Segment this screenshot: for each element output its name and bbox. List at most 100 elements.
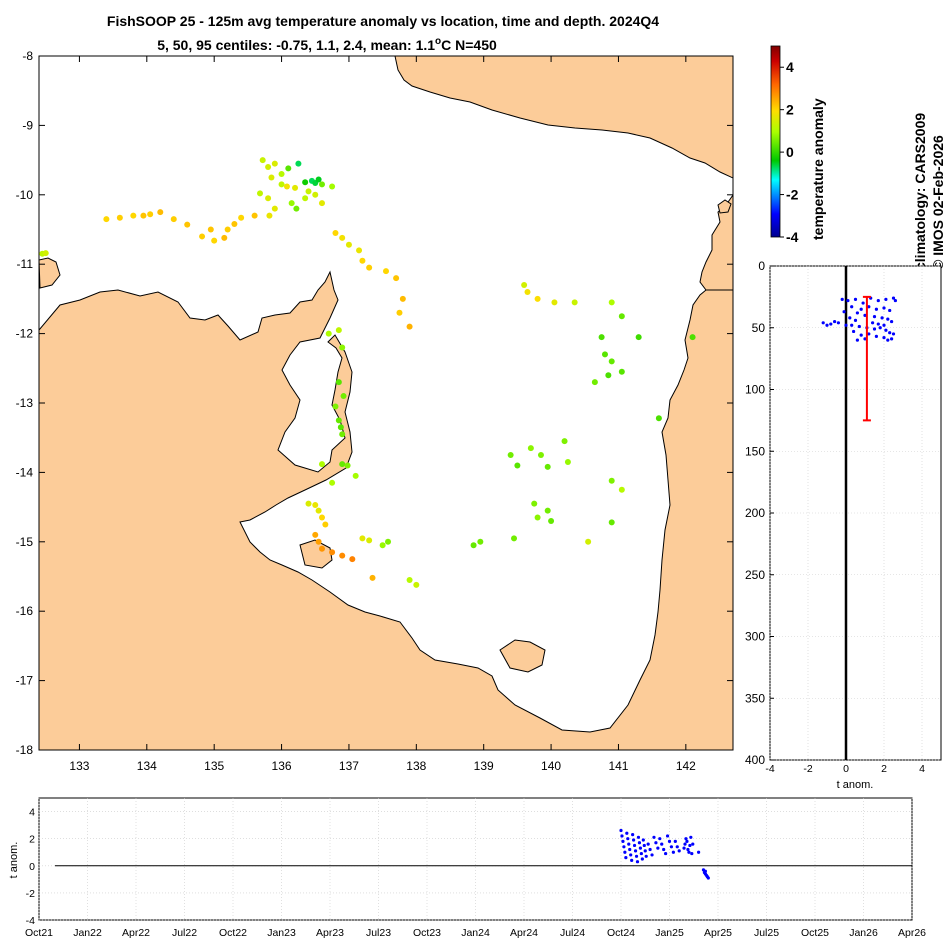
time-point <box>648 847 652 852</box>
map-point <box>396 309 403 316</box>
map-point <box>601 351 608 358</box>
map-point <box>332 403 339 410</box>
map-point <box>339 431 346 438</box>
map-point <box>344 462 351 469</box>
depth-y-tick-label: 0 <box>758 259 765 273</box>
depth-point <box>833 319 837 324</box>
depth-point <box>890 337 894 341</box>
map-point <box>265 195 272 202</box>
time-point <box>636 835 641 839</box>
map-point <box>369 574 376 581</box>
map-y-tick-label: -12 <box>16 327 34 341</box>
depth-x-tick-label: -2 <box>803 763 812 775</box>
map-point <box>379 542 386 549</box>
depth-x-tick-label: 0 <box>843 763 849 775</box>
time-points <box>619 828 710 880</box>
torres-strait-islands <box>717 199 732 214</box>
map-x-tick-label: 141 <box>608 759 628 773</box>
map-point <box>271 205 278 212</box>
map-point <box>147 211 154 218</box>
time-point <box>630 858 634 862</box>
depth-point <box>852 329 856 334</box>
map-point <box>157 209 164 216</box>
northern-territory-land <box>39 270 733 750</box>
time-point <box>662 847 666 852</box>
map-point <box>511 535 518 542</box>
map-point <box>585 538 592 545</box>
time-point <box>643 849 647 853</box>
time-point <box>650 853 654 857</box>
depth-point <box>888 308 892 313</box>
map-point <box>393 275 400 282</box>
map-y-axis: -8 -9 -10 -11 -12 -13 -14 -15 -16 -17 -18 <box>16 49 733 757</box>
depth-point <box>863 313 867 317</box>
map-point <box>591 379 598 386</box>
time-point <box>640 857 644 861</box>
depth-point <box>821 321 825 325</box>
map-point <box>283 183 290 190</box>
time-point <box>637 841 642 845</box>
map-point <box>130 212 137 219</box>
time-point <box>671 850 675 854</box>
map-point <box>221 234 228 241</box>
time-x-tick-label: Apr23 <box>316 927 344 939</box>
time-point <box>664 851 668 856</box>
time-point <box>635 860 640 864</box>
depth-point <box>863 337 867 341</box>
depth-point <box>893 298 898 303</box>
time-point <box>697 850 701 854</box>
time-y-tick-label: -2 <box>26 888 35 900</box>
time-x-tick-label: Jan23 <box>267 927 296 939</box>
depth-point <box>876 322 880 326</box>
map-point <box>312 531 319 538</box>
copyright-credit: © IMOS 02-Feb-2026 <box>930 135 946 270</box>
time-y-tick-label: -4 <box>26 915 35 927</box>
map-point <box>231 220 238 227</box>
map-point <box>564 458 571 465</box>
map-point <box>608 519 615 526</box>
map-point <box>211 237 218 244</box>
map-point <box>339 344 346 351</box>
map-y-tick-label: -16 <box>16 604 34 618</box>
map-point <box>207 226 214 233</box>
time-x-tick-label: Jan26 <box>849 927 878 939</box>
time-x-tick-label: Apr26 <box>898 927 926 939</box>
depth-point <box>872 315 877 319</box>
depth-point <box>840 297 844 301</box>
map-point <box>251 212 258 219</box>
depth-point <box>874 307 879 311</box>
map-point <box>635 334 642 341</box>
depth-point <box>844 323 848 327</box>
time-x-tick-label: Jan22 <box>73 927 102 939</box>
map-point <box>399 295 406 302</box>
time-x-tick-label: Oct21 <box>25 927 53 939</box>
time-point <box>639 851 643 856</box>
depth-point <box>836 321 841 325</box>
time-point <box>684 837 688 841</box>
map-x-tick-label: 135 <box>204 759 224 773</box>
depth-point <box>825 323 829 327</box>
map-point <box>257 190 264 197</box>
depth-point <box>891 332 896 336</box>
depth-point <box>880 316 884 320</box>
depth-point <box>882 306 886 310</box>
map-point <box>305 500 312 507</box>
depth-point <box>855 311 860 315</box>
map-point <box>318 514 325 521</box>
map-point <box>571 299 578 306</box>
map-point <box>608 358 615 365</box>
map-x-tick-label: 136 <box>272 759 292 773</box>
time-y-label: t anom. <box>8 842 20 879</box>
map-point <box>302 179 309 186</box>
wellesley-island <box>499 639 546 673</box>
map-point <box>199 233 206 240</box>
time-x-tick-label: Jan25 <box>655 927 684 939</box>
map-point <box>302 195 309 202</box>
map-point <box>608 477 615 484</box>
map-point <box>318 200 325 207</box>
time-point <box>638 846 643 850</box>
time-point <box>621 839 625 843</box>
map-point <box>534 295 541 302</box>
depth-point <box>861 301 865 305</box>
time-point <box>691 842 695 846</box>
